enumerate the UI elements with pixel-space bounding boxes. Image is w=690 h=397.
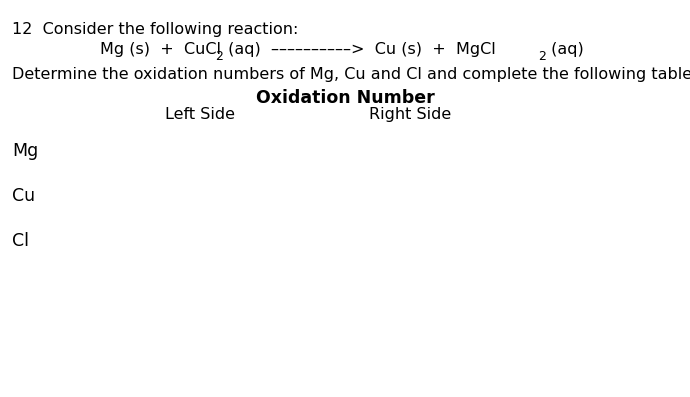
Text: (aq): (aq) — [546, 42, 584, 57]
Text: 2: 2 — [215, 50, 223, 63]
Text: Determine the oxidation numbers of Mg, Cu and Cl and complete the following tabl: Determine the oxidation numbers of Mg, C… — [12, 67, 690, 82]
Text: Left Side: Left Side — [165, 107, 235, 122]
Text: Cu: Cu — [12, 187, 35, 205]
Text: Right Side: Right Side — [369, 107, 451, 122]
Text: 12  Consider the following reaction:: 12 Consider the following reaction: — [12, 22, 298, 37]
Text: 2: 2 — [538, 50, 546, 63]
Text: Mg: Mg — [12, 142, 38, 160]
Text: Oxidation Number: Oxidation Number — [255, 89, 435, 107]
Text: (aq)  ––––––––––>  Cu (s)  +  MgCl: (aq) ––––––––––> Cu (s) + MgCl — [223, 42, 495, 57]
Text: Cl: Cl — [12, 232, 29, 250]
Text: Mg (s)  +  CuCl: Mg (s) + CuCl — [100, 42, 221, 57]
